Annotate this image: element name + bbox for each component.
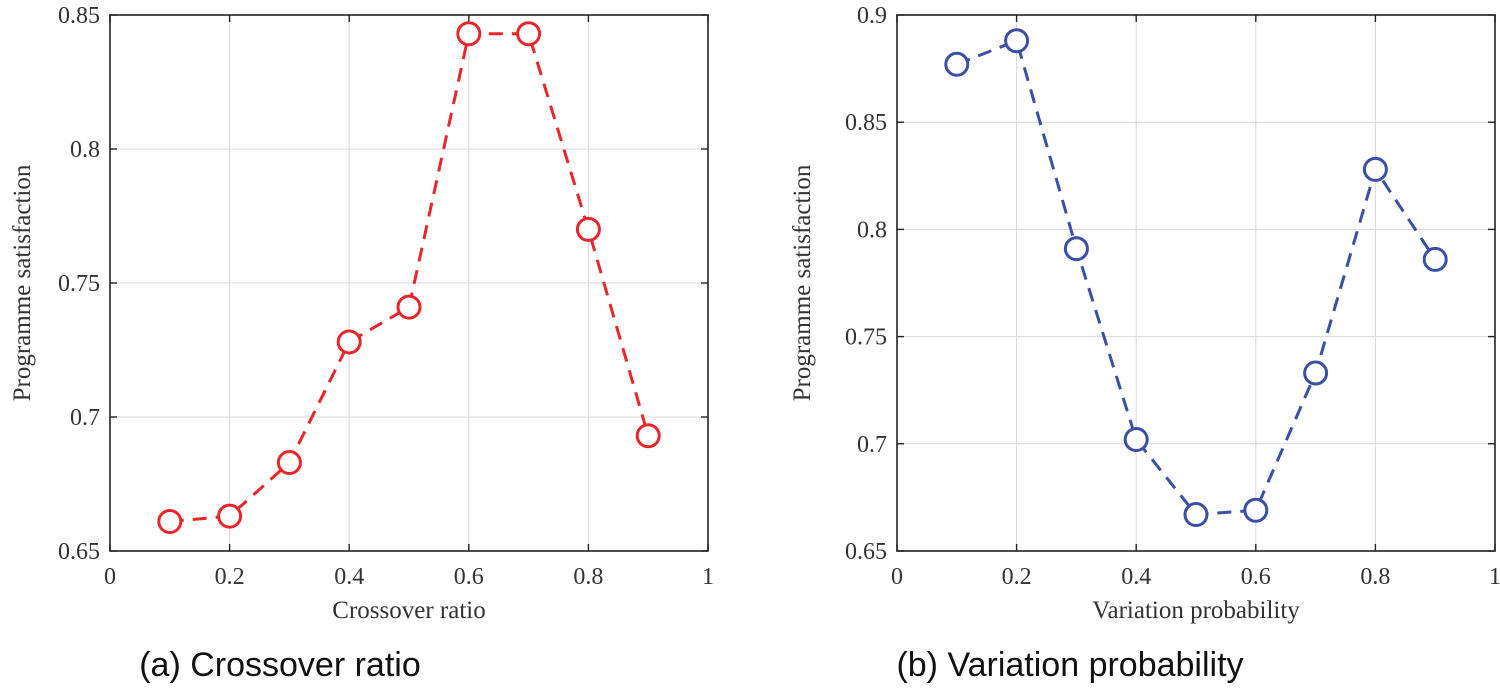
data-point bbox=[396, 294, 422, 320]
data-point bbox=[217, 503, 243, 529]
y-tick-label: 0.8 bbox=[857, 217, 887, 243]
data-point bbox=[1004, 28, 1030, 54]
x-tick-label: 0.2 bbox=[1002, 564, 1032, 590]
x-axis-label: Crossover ratio bbox=[332, 597, 485, 624]
y-tick-label: 0.75 bbox=[58, 271, 100, 297]
y-tick-label: 0.8 bbox=[70, 137, 100, 163]
x-tick-label: 0.6 bbox=[1241, 564, 1271, 590]
data-point bbox=[1123, 427, 1149, 453]
y-tick-label: 0.7 bbox=[857, 432, 887, 458]
x-tick-label: 0 bbox=[104, 564, 116, 590]
data-point bbox=[575, 216, 601, 242]
data-point bbox=[516, 21, 542, 47]
data-point bbox=[1183, 502, 1209, 528]
data-point bbox=[944, 51, 970, 77]
y-tick-label: 0.85 bbox=[845, 110, 887, 136]
y-tick-label: 0.9 bbox=[857, 3, 887, 29]
data-point bbox=[1063, 236, 1089, 262]
y-tick-label: 0.65 bbox=[58, 539, 100, 565]
y-tick-label: 0.85 bbox=[58, 3, 100, 29]
data-point bbox=[456, 21, 482, 47]
data-point bbox=[276, 450, 302, 476]
y-tick-label: 0.65 bbox=[845, 539, 887, 565]
x-tick-label: 0 bbox=[891, 564, 903, 590]
data-point bbox=[1422, 246, 1448, 272]
x-tick-label: 1 bbox=[702, 564, 714, 590]
plot-frame bbox=[896, 14, 1496, 552]
y-tick-label: 0.7 bbox=[70, 405, 100, 431]
x-axis-label: Variation probability bbox=[1092, 597, 1300, 624]
data-point bbox=[1303, 360, 1329, 386]
chart-crossover-ratio: 0 0.2 0.4 0.6 0.8 1 0.65 0.7 0.75 0.8 0.85 Crossove… bbox=[9, 3, 714, 684]
chart-caption: (a) Crossover ratio bbox=[139, 646, 421, 684]
data-point bbox=[1243, 497, 1269, 523]
x-tick-label: 0.8 bbox=[1360, 564, 1390, 590]
y-axis-label: Programme satisfaction bbox=[789, 164, 816, 401]
x-tick-label: 0.4 bbox=[334, 564, 364, 590]
y-axis-label: Programme satisfaction bbox=[9, 164, 36, 401]
x-tick-label: 0.4 bbox=[1121, 564, 1151, 590]
chart-variation-probability: 0 0.2 0.4 0.6 0.8 1 0.65 0.7 0.75 0.8 0.85 0.9 Varia… bbox=[789, 3, 1500, 684]
data-point bbox=[157, 509, 183, 535]
chart-caption: (b) Variation probability bbox=[896, 646, 1243, 684]
x-tick-label: 0.6 bbox=[454, 564, 484, 590]
x-tick-label: 1 bbox=[1489, 564, 1500, 590]
data-point bbox=[635, 423, 661, 449]
x-tick-label: 0.8 bbox=[573, 564, 603, 590]
series-line bbox=[169, 32, 650, 524]
data-point bbox=[336, 329, 362, 355]
y-tick-label: 0.75 bbox=[845, 325, 887, 351]
x-tick-label: 0.2 bbox=[215, 564, 245, 590]
data-point bbox=[1362, 156, 1388, 182]
